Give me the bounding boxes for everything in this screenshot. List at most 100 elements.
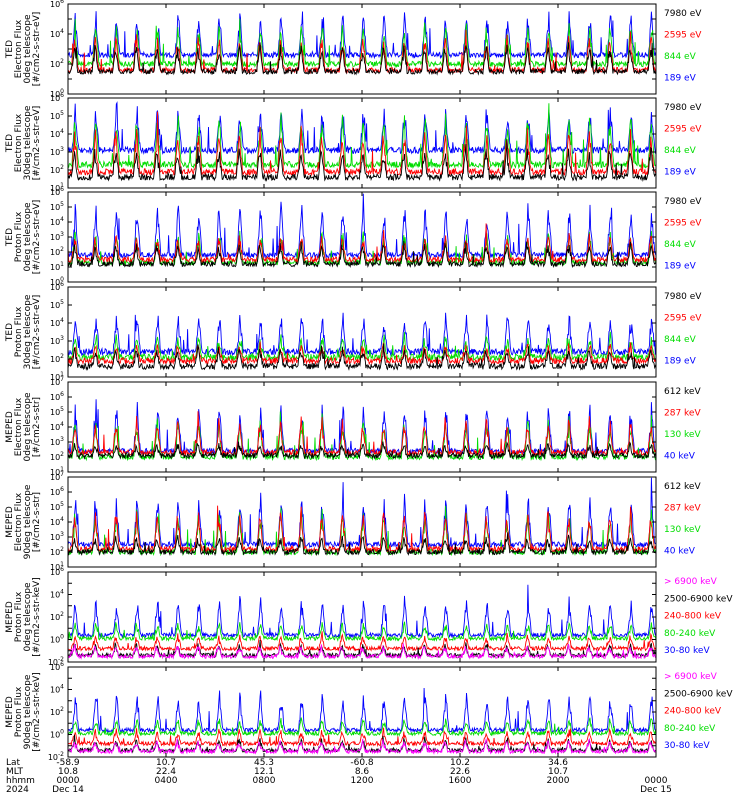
y-axis-label-line: Proton Flux [14,686,24,737]
legend-entry: 40 keV [664,546,696,556]
y-tick-label: 104 [50,317,64,328]
series-line-7980-ev [67,139,656,182]
x-tick-label: 22.6 [450,767,470,777]
y-axis-label-line: 90deg telescope [23,674,33,749]
y-tick-label: 103 [50,231,64,242]
y-tick-label: 106 [50,0,64,9]
series-line-7980-ev [67,343,657,371]
series-line-189-ev [67,193,657,260]
y-axis-label-line: 30deg telescope [23,294,33,369]
legend-entry: 7980 eV [664,292,702,302]
y-axis-label-line: Proton Flux [14,591,24,642]
series-line-7980-ev [67,42,657,76]
y-tick-label: 105 [50,201,64,212]
legend-entry: > 6900 keV [664,577,718,587]
y-tick-label: 103 [50,531,64,542]
legend-entry: 2500-6900 keV [664,689,733,699]
y-tick-label: 102 [50,246,64,257]
series-line-2595-ev [67,29,657,75]
x-axis-row-label: hhmm [6,776,35,786]
legend-entry: 7980 eV [664,197,702,207]
legend-entry: 130 keV [664,430,701,440]
y-tick-label: 10-2 [48,751,64,762]
legend-entry: 2595 eV [664,218,702,228]
y-tick-label: 101 [50,261,64,272]
legend-entry: 287 keV [664,408,701,418]
legend-entry: 844 eV [664,335,697,345]
y-axis-label-line: 0deg telescope [23,202,33,272]
x-tick-label: -60.8 [350,758,374,768]
legend-entry: 240-800 keV [664,707,722,717]
series-line-80-240-kev [67,621,657,642]
series-line--6900-kev [67,643,657,661]
legend-entry: 189 eV [664,261,697,271]
legend-entry: 2595 eV [664,30,702,40]
x-tick-label: 0000 [57,776,80,786]
y-axis-label-line: [#/cm2-s-str-keV] [32,672,42,751]
y-axis-label-line: [#/cm2-s-str-eV] [32,295,42,370]
y-axis-label-line: [#/cm2-s-str-eV] [32,200,42,275]
x-tick-label: -58.9 [56,758,80,768]
y-tick-label: 106 [50,661,64,672]
y-axis-label-line: MEPED [5,601,15,633]
y-axis-label-line: 0deg telescope [23,582,33,652]
x-tick-label: 12.1 [254,767,274,777]
flux-panel-5: 101 102 103 104 105 106 107 MEPED Electron Flux 0… [5,376,701,477]
y-axis-label-line: MEPED [5,506,15,538]
legend-entry: 844 eV [664,146,697,156]
y-tick-label: 100 [50,634,64,645]
x-tick-label: 22.4 [156,767,176,777]
x-tick-label: 1600 [449,776,472,786]
flux-panel-4: 101 102 103 104 105 106 TED Proton Flux 30deg te… [5,281,702,382]
legend-entry: 2500-6900 keV [664,594,733,604]
y-axis-label-line: TED [5,134,15,153]
y-tick-label: 106 [50,391,64,402]
x-tick-label: 1200 [351,776,374,786]
y-tick-label: 104 [50,684,64,695]
y-tick-label: 100 [50,276,64,287]
y-axis-label-line: Electron Flux [14,113,24,172]
legend-entry: 612 keV [664,387,701,397]
y-axis-label-line: [#/cm2-s-str] [32,492,42,552]
legend-entry: 130 keV [664,525,701,535]
y-tick-label: 104 [50,216,64,227]
legend-entry: 80-240 keV [664,629,716,639]
y-tick-label: 104 [50,421,64,432]
series-line-287-kev [67,411,657,457]
y-tick-label: 104 [50,589,64,600]
x-tick-label: 2000 [547,776,570,786]
flux-panel-2: 101 102 103 104 105 106 TED Electron Flux 30deg … [5,92,702,193]
series-line-2595-ev [67,111,657,177]
x-tick-label: 10.8 [58,767,78,777]
y-tick-label: 101 [50,182,64,193]
y-axis-label-line: [#/cm2-s-str-eV] [32,106,42,181]
legend-entry: 40 keV [664,451,696,461]
y-tick-label: 100 [50,88,64,99]
y-tick-label: 103 [50,146,64,157]
y-axis-label-line: Electron Flux [14,492,24,551]
y-tick-label: 102 [50,451,64,462]
flux-panel-6: 101 102 103 104 105 106 107 MEPED Electron Flux 9… [5,471,701,572]
series-line-240-800-kev [67,727,657,748]
y-tick-label: 104 [50,28,64,39]
y-axis-label-line: Electron Flux [14,19,24,78]
y-tick-label: 103 [50,335,64,346]
x-axis-row-label: MLT [6,767,24,777]
x-axis-row-label: 2024 [6,785,29,795]
legend-entry: 612 keV [664,482,701,492]
y-tick-label: 103 [50,436,64,447]
y-axis-label-line: TED [5,228,15,247]
legend-entry: 844 eV [664,240,697,250]
legend-entry: 240-800 keV [664,612,722,622]
y-tick-label: 106 [50,486,64,497]
y-tick-label: 102 [50,58,64,69]
x-tick-label: 0000 [645,776,668,786]
y-tick-label: 104 [50,516,64,527]
y-tick-label: 106 [50,281,64,292]
x-tick-label: 45.3 [254,758,274,768]
series-line-80-240-kev [67,717,657,737]
series-line-189-ev [67,312,656,357]
legend-entry: 189 eV [664,167,697,177]
flux-panel-1: 100 102 104 106 TED Electron Flux 0deg telesco… [5,0,702,99]
